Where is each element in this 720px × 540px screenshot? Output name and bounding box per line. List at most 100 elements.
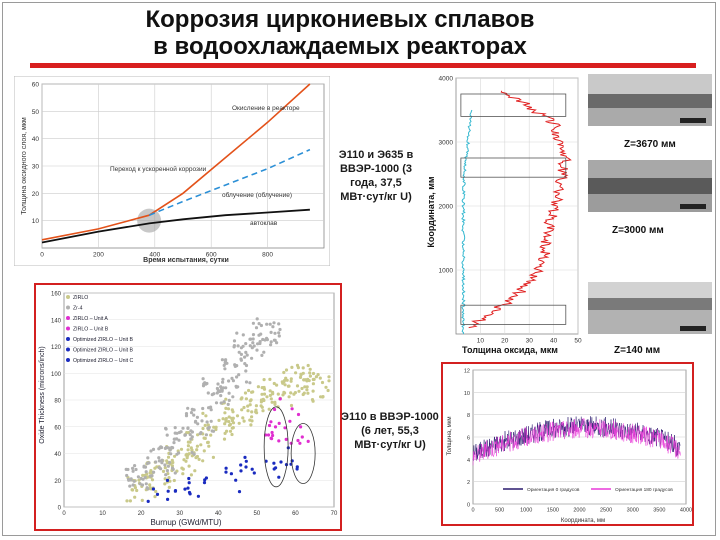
scatter-point-0: [202, 449, 206, 453]
scatter-point-1: [186, 406, 190, 410]
profile-series-line-0: [461, 109, 473, 335]
profile-zone-box-1: [460, 157, 567, 178]
scatter-point-3: [272, 461, 276, 465]
scatter-point-1: [131, 469, 135, 473]
scatter-point-1: [257, 333, 261, 337]
profile-xtick-label: 40: [550, 338, 558, 345]
title-line-1: Коррозия циркониевых сплавов: [145, 6, 535, 33]
scatter-point-1: [159, 467, 163, 471]
scatter-point-1: [201, 406, 205, 411]
thickness-ytick-label: 4: [467, 458, 470, 464]
scatter-point-0: [135, 488, 139, 493]
scatter-point-1: [232, 344, 236, 348]
scatter-point-0: [326, 388, 330, 393]
scatter-point-1: [201, 377, 205, 381]
thickness-ytick-label: 8: [467, 413, 470, 419]
scatter-point-1: [140, 483, 145, 487]
scatter-point-3: [166, 489, 170, 493]
scatter-point-0: [267, 407, 271, 411]
scatter-point-1: [275, 341, 279, 345]
scatter-point-0: [163, 482, 167, 486]
scatter-point-3: [234, 478, 238, 482]
scatter-point-0: [321, 395, 325, 399]
scatter-point-2: [298, 441, 302, 445]
scatter-legend-label: Optimized ZIRLO – Unit C: [73, 358, 134, 364]
scatter-point-0: [237, 421, 241, 425]
scatter-point-0: [298, 375, 303, 379]
scatter-point-0: [195, 448, 199, 452]
scatter-point-0: [276, 392, 280, 396]
scatter-point-1: [226, 402, 230, 406]
scatter-point-1: [235, 375, 239, 379]
scatter-legend-marker: [66, 295, 70, 299]
scatter-point-1: [236, 344, 240, 348]
scatter-point-1: [222, 400, 226, 404]
scatter-point-1: [216, 388, 220, 392]
scatter-point-1: [200, 419, 204, 423]
scatter-point-0: [189, 446, 193, 450]
scatter-point-1: [138, 482, 142, 486]
scatter-point-1: [216, 382, 220, 386]
scatter-point-1: [211, 429, 216, 433]
scatter-point-0: [227, 423, 232, 427]
scatter-point-0: [190, 448, 194, 452]
scatter-point-0: [295, 384, 300, 388]
scatter-point-2: [271, 433, 275, 438]
thickness-xtick-label: 1500: [547, 508, 559, 514]
scatter-point-1: [147, 461, 151, 465]
scatter-point-0: [300, 386, 304, 391]
scatter-point-1: [243, 355, 247, 359]
profile-ytick-label: 4000: [439, 76, 454, 83]
scatter-point-0: [260, 392, 264, 396]
scatter-point-1: [250, 346, 254, 350]
scatter-point-0: [193, 469, 197, 473]
scatter-point-3: [244, 459, 248, 463]
scatter-point-1: [170, 466, 175, 470]
scatter-point-1: [251, 341, 255, 345]
scatter-point-0: [212, 425, 216, 429]
scatter-point-0: [303, 385, 307, 389]
thickness-ytick-label: 2: [467, 480, 470, 486]
scatter-point-0: [171, 460, 175, 465]
scatter-point-0: [247, 388, 251, 393]
scatter-ytick-label: 100: [51, 372, 62, 378]
scatter-highlight-ellipse: [263, 406, 289, 488]
scatter-point-0: [311, 382, 315, 386]
scatter-point-1: [183, 433, 187, 437]
scatter-point-3: [279, 460, 283, 464]
scatter-point-1: [165, 469, 169, 473]
scatter-point-0: [250, 419, 254, 423]
scatter-point-1: [209, 405, 213, 409]
scatter-point-0: [268, 393, 272, 397]
scatter-point-1: [190, 451, 194, 455]
scatter-point-1: [146, 487, 150, 491]
scatter-point-0: [223, 422, 227, 426]
legend-label-0deg: Ориентация 0 градусов: [527, 487, 580, 493]
scatter-point-1: [257, 322, 261, 326]
scatter-point-0: [289, 377, 293, 381]
scatter-point-1: [255, 348, 259, 352]
thickness-xlabel: Координата, мм: [561, 518, 605, 524]
scatter-point-1: [146, 456, 150, 460]
scatter-point-1: [277, 322, 281, 326]
scatter-point-1: [126, 467, 130, 472]
scatter-point-1: [244, 350, 248, 354]
scatter-xtick-label: 40: [215, 511, 222, 517]
scatter-xtick-label: 60: [292, 511, 299, 517]
scatter-point-1: [177, 438, 181, 442]
scatter-xlabel: Burnup (GWd/MTU): [150, 518, 221, 527]
scatter-point-0: [173, 454, 177, 458]
scatter-point-0: [308, 371, 312, 375]
scatter-point-1: [181, 426, 185, 430]
scatter-point-0: [224, 397, 228, 401]
scatter-point-3: [244, 465, 248, 469]
scatter-point-1: [192, 408, 196, 412]
profile-zone-box-0: [460, 93, 567, 117]
scatter-point-1: [131, 466, 135, 470]
scatter-point-0: [268, 377, 272, 381]
scatter-point-3: [187, 481, 191, 485]
scatter-point-1: [205, 381, 209, 386]
scatter-point-1: [188, 433, 192, 437]
scatter-point-0: [197, 457, 201, 461]
scatter-point-2: [296, 412, 301, 417]
